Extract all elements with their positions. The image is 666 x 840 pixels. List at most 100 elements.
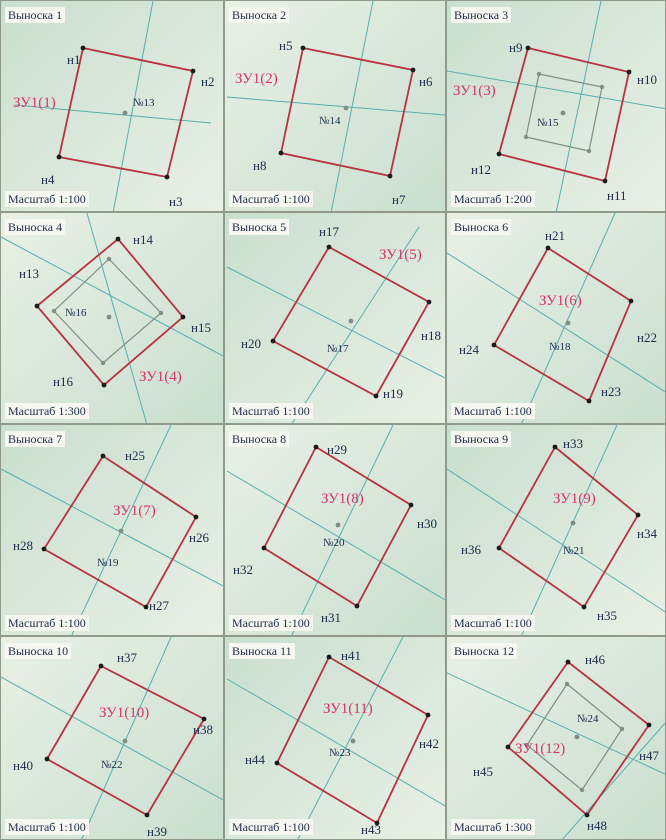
- vertex-marker: [496, 151, 502, 157]
- vertex-label: н13: [19, 266, 39, 281]
- object-marker: [350, 738, 356, 744]
- object-vertex-marker: [564, 681, 570, 687]
- vertex-marker: [646, 722, 652, 728]
- map-line: [447, 672, 665, 775]
- callout-panel-1: Выноска 1 Масштаб 1:100 н1 н2 н3 н4 ЗУ1(1) №13: [0, 0, 224, 212]
- vertex-marker: [374, 820, 380, 826]
- vertex-marker: [387, 173, 393, 179]
- parcel-label: ЗУ1(7): [113, 503, 156, 519]
- object-marker: [348, 318, 354, 324]
- object-vertex-marker: [100, 360, 106, 366]
- object-number-label: №19: [97, 557, 119, 569]
- callout-map-6: [447, 213, 665, 423]
- parcel-label: ЗУ1(1): [13, 95, 56, 111]
- vertex-marker: [44, 756, 50, 762]
- vertex-marker: [143, 604, 149, 610]
- map-line: [291, 226, 420, 423]
- map-line: [1, 236, 223, 357]
- map-line: [447, 468, 665, 613]
- map-line: [14, 104, 212, 124]
- object-vertex-marker: [524, 742, 530, 748]
- vertex-label: н1: [67, 52, 81, 67]
- vertex-label: н14: [133, 232, 153, 247]
- parcel-label: ЗУ1(2): [235, 71, 278, 87]
- map-line: [447, 70, 665, 110]
- object-number-label: №13: [133, 97, 155, 109]
- vertex-marker: [354, 603, 360, 609]
- object-number-label: №17: [327, 343, 349, 355]
- vertex-label: н47: [639, 748, 659, 763]
- map-line: [521, 425, 618, 635]
- vertex-marker: [201, 716, 207, 722]
- parcel-label: ЗУ1(10): [99, 705, 150, 721]
- object-vertex-marker: [579, 787, 585, 793]
- vertex-label: н19: [383, 386, 403, 401]
- callout-title: Выноска 10: [5, 643, 72, 659]
- vertex-label: н11: [607, 188, 627, 203]
- scale-label: Масштаб 1:100: [5, 615, 89, 631]
- vertex-label: н18: [421, 328, 441, 343]
- callout-panel-8: Выноска 8 Масштаб 1:100 н29 н30 н31 н32 ЗУ1(8)…: [224, 424, 446, 636]
- scale-label: Масштаб 1:100: [5, 191, 89, 207]
- scale-label: Масштаб 1:100: [229, 191, 313, 207]
- vertex-label: н4: [41, 172, 55, 187]
- vertex-marker: [602, 178, 608, 184]
- vertex-label: н43: [361, 822, 381, 837]
- map-line: [226, 678, 445, 807]
- vertex-label: н17: [319, 224, 339, 239]
- object-vertex-marker: [586, 148, 592, 154]
- vertex-marker: [41, 546, 47, 552]
- vertex-marker: [373, 393, 379, 399]
- object-marker: [122, 110, 128, 116]
- parcel-label: ЗУ1(4): [139, 369, 182, 385]
- vertex-label: н48: [587, 818, 607, 833]
- callout-title: Выноска 8: [229, 431, 290, 447]
- vertex-label: н30: [417, 516, 437, 531]
- callout-title: Выноска 11: [229, 643, 295, 659]
- vertex-marker: [425, 712, 431, 718]
- map-line: [555, 1, 602, 211]
- vertex-marker: [34, 303, 40, 309]
- parcel-label: ЗУ1(8): [321, 491, 364, 507]
- vertex-marker: [270, 338, 276, 344]
- vertex-marker: [525, 45, 531, 51]
- map-background: [225, 213, 445, 423]
- vertex-label: н24: [459, 342, 479, 357]
- callout-map-2: [225, 1, 445, 211]
- object-vertex-marker: [599, 84, 605, 90]
- map-background: [225, 1, 445, 211]
- vertex-marker: [326, 244, 332, 250]
- vertex-marker: [491, 342, 497, 348]
- callout-map-1: [1, 1, 223, 211]
- vertex-label: н46: [585, 652, 605, 667]
- map-background: [225, 637, 445, 839]
- vertex-marker: [261, 545, 267, 551]
- scale-label: Масштаб 1:100: [229, 615, 313, 631]
- object-marker: [343, 105, 349, 111]
- vertex-label: н27: [149, 598, 169, 613]
- callout-map-12: [447, 637, 665, 839]
- vertex-marker: [426, 299, 432, 305]
- vertex-marker: [552, 444, 558, 450]
- vertex-marker: [586, 398, 592, 404]
- vertex-label: н25: [125, 448, 145, 463]
- vertex-marker: [496, 545, 502, 551]
- vertex-label: н39: [147, 824, 167, 839]
- vertex-label: н23: [601, 384, 621, 399]
- object-marker: [560, 110, 566, 116]
- object-vertex-marker: [158, 310, 164, 316]
- callout-map-7: [1, 425, 223, 635]
- vertex-label: н5: [279, 38, 293, 53]
- map-line: [112, 1, 154, 211]
- vertex-marker: [581, 604, 587, 610]
- callout-title: Выноска 7: [5, 431, 66, 447]
- vertex-label: н8: [253, 158, 267, 173]
- vertex-label: н26: [189, 530, 209, 545]
- map-line: [1, 468, 223, 587]
- map-line: [291, 425, 394, 635]
- map-background: [447, 1, 665, 211]
- map-background: [447, 213, 665, 423]
- vertex-marker: [274, 760, 280, 766]
- callout-panel-11: Выноска 11 Масштаб 1:100 н41 н42 н43 н44 ЗУ1(1…: [224, 636, 446, 840]
